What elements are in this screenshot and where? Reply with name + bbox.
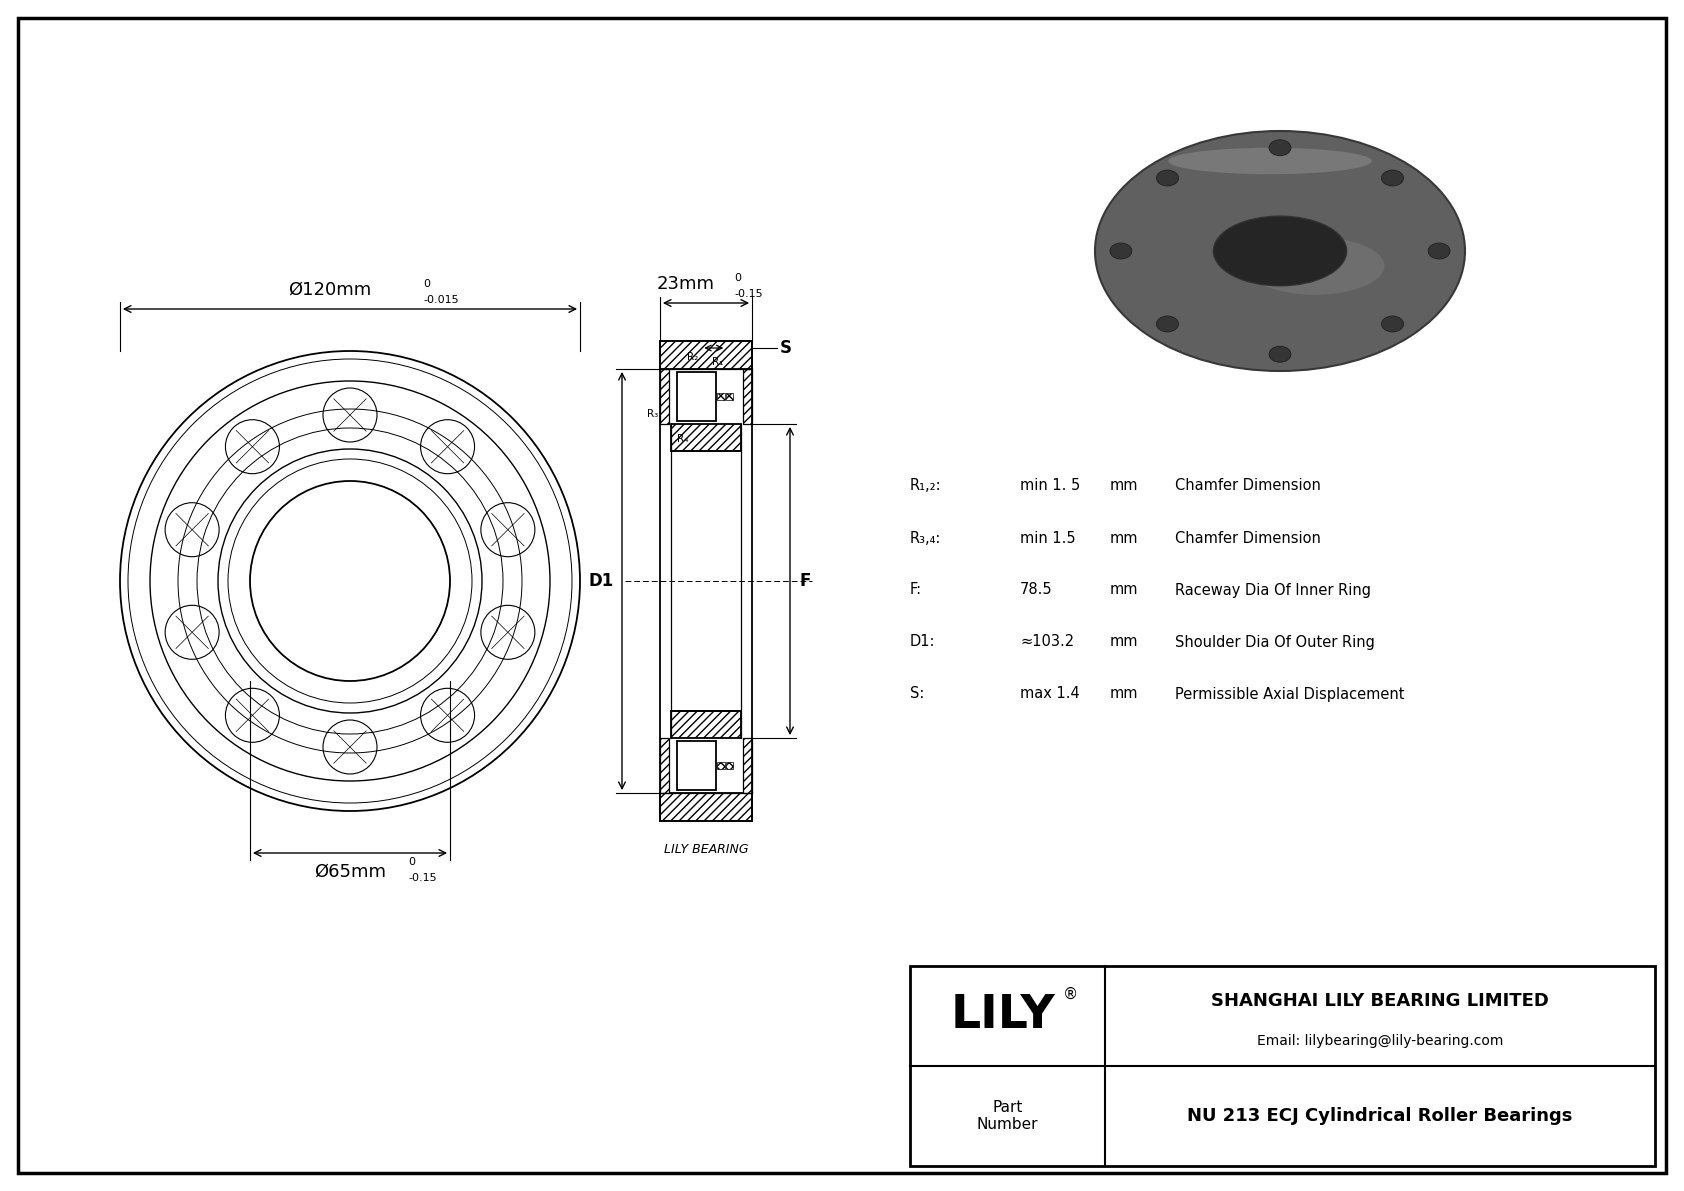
Text: 0: 0 xyxy=(408,858,414,867)
Text: Raceway Dia Of Inner Ring: Raceway Dia Of Inner Ring xyxy=(1175,582,1371,598)
Bar xyxy=(677,373,716,420)
Bar xyxy=(660,369,669,424)
Ellipse shape xyxy=(1157,316,1179,332)
Text: F:: F: xyxy=(909,582,923,598)
Text: LILY BEARING: LILY BEARING xyxy=(663,843,748,856)
Bar xyxy=(660,341,753,369)
Bar xyxy=(670,424,741,451)
Ellipse shape xyxy=(1270,139,1292,156)
Bar xyxy=(670,711,741,738)
Text: F: F xyxy=(800,572,812,590)
Text: ≈103.2: ≈103.2 xyxy=(1021,635,1074,649)
Ellipse shape xyxy=(1214,217,1347,286)
Text: -0.15: -0.15 xyxy=(408,873,436,883)
Bar xyxy=(660,738,669,793)
Text: NU 213 ECJ Cylindrical Roller Bearings: NU 213 ECJ Cylindrical Roller Bearings xyxy=(1187,1106,1573,1125)
Bar xyxy=(743,738,753,793)
Text: mm: mm xyxy=(1110,582,1138,598)
Text: D1: D1 xyxy=(589,572,615,590)
Text: R₁: R₁ xyxy=(712,357,724,367)
Bar xyxy=(743,369,753,424)
Text: Shoulder Dia Of Outer Ring: Shoulder Dia Of Outer Ring xyxy=(1175,635,1374,649)
Text: Permissible Axial Displacement: Permissible Axial Displacement xyxy=(1175,686,1404,701)
Text: R₄: R₄ xyxy=(677,434,689,444)
Text: S:: S: xyxy=(909,686,925,701)
Ellipse shape xyxy=(1246,237,1384,295)
Text: ®: ® xyxy=(1063,986,1078,1002)
Ellipse shape xyxy=(1381,316,1403,332)
Ellipse shape xyxy=(1110,243,1132,258)
Text: 0: 0 xyxy=(423,279,429,289)
Ellipse shape xyxy=(1157,170,1179,186)
Bar xyxy=(660,738,669,793)
Text: 23mm: 23mm xyxy=(657,275,716,293)
Text: Part
Number: Part Number xyxy=(977,1099,1039,1133)
Text: Ø65mm: Ø65mm xyxy=(313,863,386,881)
Bar xyxy=(660,369,669,424)
Text: mm: mm xyxy=(1110,635,1138,649)
Ellipse shape xyxy=(1169,148,1372,174)
Bar xyxy=(670,711,741,738)
Bar xyxy=(660,793,753,821)
Text: LILY: LILY xyxy=(950,993,1054,1039)
Text: Email: lilybearing@lily-bearing.com: Email: lilybearing@lily-bearing.com xyxy=(1256,1034,1504,1048)
Ellipse shape xyxy=(1428,243,1450,258)
Text: R₃: R₃ xyxy=(647,409,658,419)
Text: Chamfer Dimension: Chamfer Dimension xyxy=(1175,479,1320,493)
Text: S: S xyxy=(780,339,791,357)
Text: mm: mm xyxy=(1110,479,1138,493)
Text: -0.15: -0.15 xyxy=(734,289,763,299)
Bar xyxy=(677,741,716,790)
Text: min 1. 5: min 1. 5 xyxy=(1021,479,1079,493)
Bar xyxy=(743,738,753,793)
Bar xyxy=(660,341,753,369)
Text: 0: 0 xyxy=(734,273,741,283)
Text: Chamfer Dimension: Chamfer Dimension xyxy=(1175,530,1320,545)
Text: min 1.5: min 1.5 xyxy=(1021,530,1076,545)
Bar xyxy=(726,762,733,769)
Text: SHANGHAI LILY BEARING LIMITED: SHANGHAI LILY BEARING LIMITED xyxy=(1211,992,1549,1010)
Text: R₂: R₂ xyxy=(687,353,697,362)
Bar xyxy=(743,369,753,424)
Text: mm: mm xyxy=(1110,686,1138,701)
Text: 78.5: 78.5 xyxy=(1021,582,1052,598)
Text: Ø120mm: Ø120mm xyxy=(288,281,372,299)
Text: R₃,₄:: R₃,₄: xyxy=(909,530,941,545)
Text: -0.015: -0.015 xyxy=(423,295,458,305)
Text: R₁,₂:: R₁,₂: xyxy=(909,479,941,493)
Ellipse shape xyxy=(1095,131,1465,372)
Ellipse shape xyxy=(1381,170,1403,186)
Bar xyxy=(726,393,733,400)
Ellipse shape xyxy=(1270,347,1292,362)
Text: D1:: D1: xyxy=(909,635,936,649)
Text: max 1.4: max 1.4 xyxy=(1021,686,1079,701)
Bar xyxy=(909,966,1655,1166)
Bar xyxy=(660,793,753,821)
Bar xyxy=(717,393,724,400)
Bar xyxy=(717,762,724,769)
Text: mm: mm xyxy=(1110,530,1138,545)
Bar xyxy=(670,424,741,451)
